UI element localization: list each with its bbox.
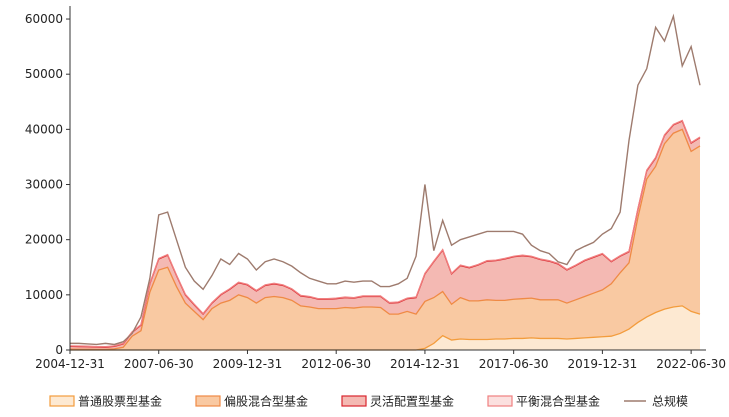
legend-label: 总规模 [652,394,688,409]
legend-label: 普通股票型基金 [78,394,162,409]
x-tick-label: 2007-06-30 [124,357,194,371]
area-3 [70,121,700,350]
legend: 普通股票型基金 偏股混合型基金 灵活配置型基金 平衡混合型基金 总规模 [49,394,688,409]
legend-swatch [341,395,367,407]
area-layers [70,120,700,350]
x-tick-label: 2014-12-31 [390,357,460,371]
axes: 0 10000 20000 30000 40000 50000 60000 2004-12-3… [25,6,726,371]
total-line-1 [70,13,701,346]
x-tick-label: 2017-06-30 [479,357,549,371]
x-tick-label: 2019-12-31 [568,357,638,371]
legend-swatch [49,395,75,407]
series-outline-2 [69,128,701,351]
x-tick-label: 2012-06-30 [301,357,371,371]
x-tick-label: 2009-12-31 [213,357,283,371]
y-tick-label: 50000 [25,67,63,81]
area-2 [70,129,700,350]
series-outline-4 [69,119,701,348]
y-tick-label: 10000 [25,288,63,302]
y-tick-label: 60000 [25,12,63,26]
legend-label: 偏股混合型基金 [224,394,308,409]
legend-swatch [195,395,221,407]
x-tick-label: 2004-12-31 [35,357,105,371]
y-tick-label: 40000 [25,122,63,136]
y-tick-label: 20000 [25,233,63,247]
legend-label: 平衡混合型基金 [516,394,600,409]
y-tick-label: 30000 [25,178,63,192]
y-tick-label: 0 [55,343,63,357]
x-tick-label: 2022-06-30 [656,357,726,371]
legend-label: 灵活配置型基金 [370,394,454,409]
legend-swatch [487,395,513,407]
